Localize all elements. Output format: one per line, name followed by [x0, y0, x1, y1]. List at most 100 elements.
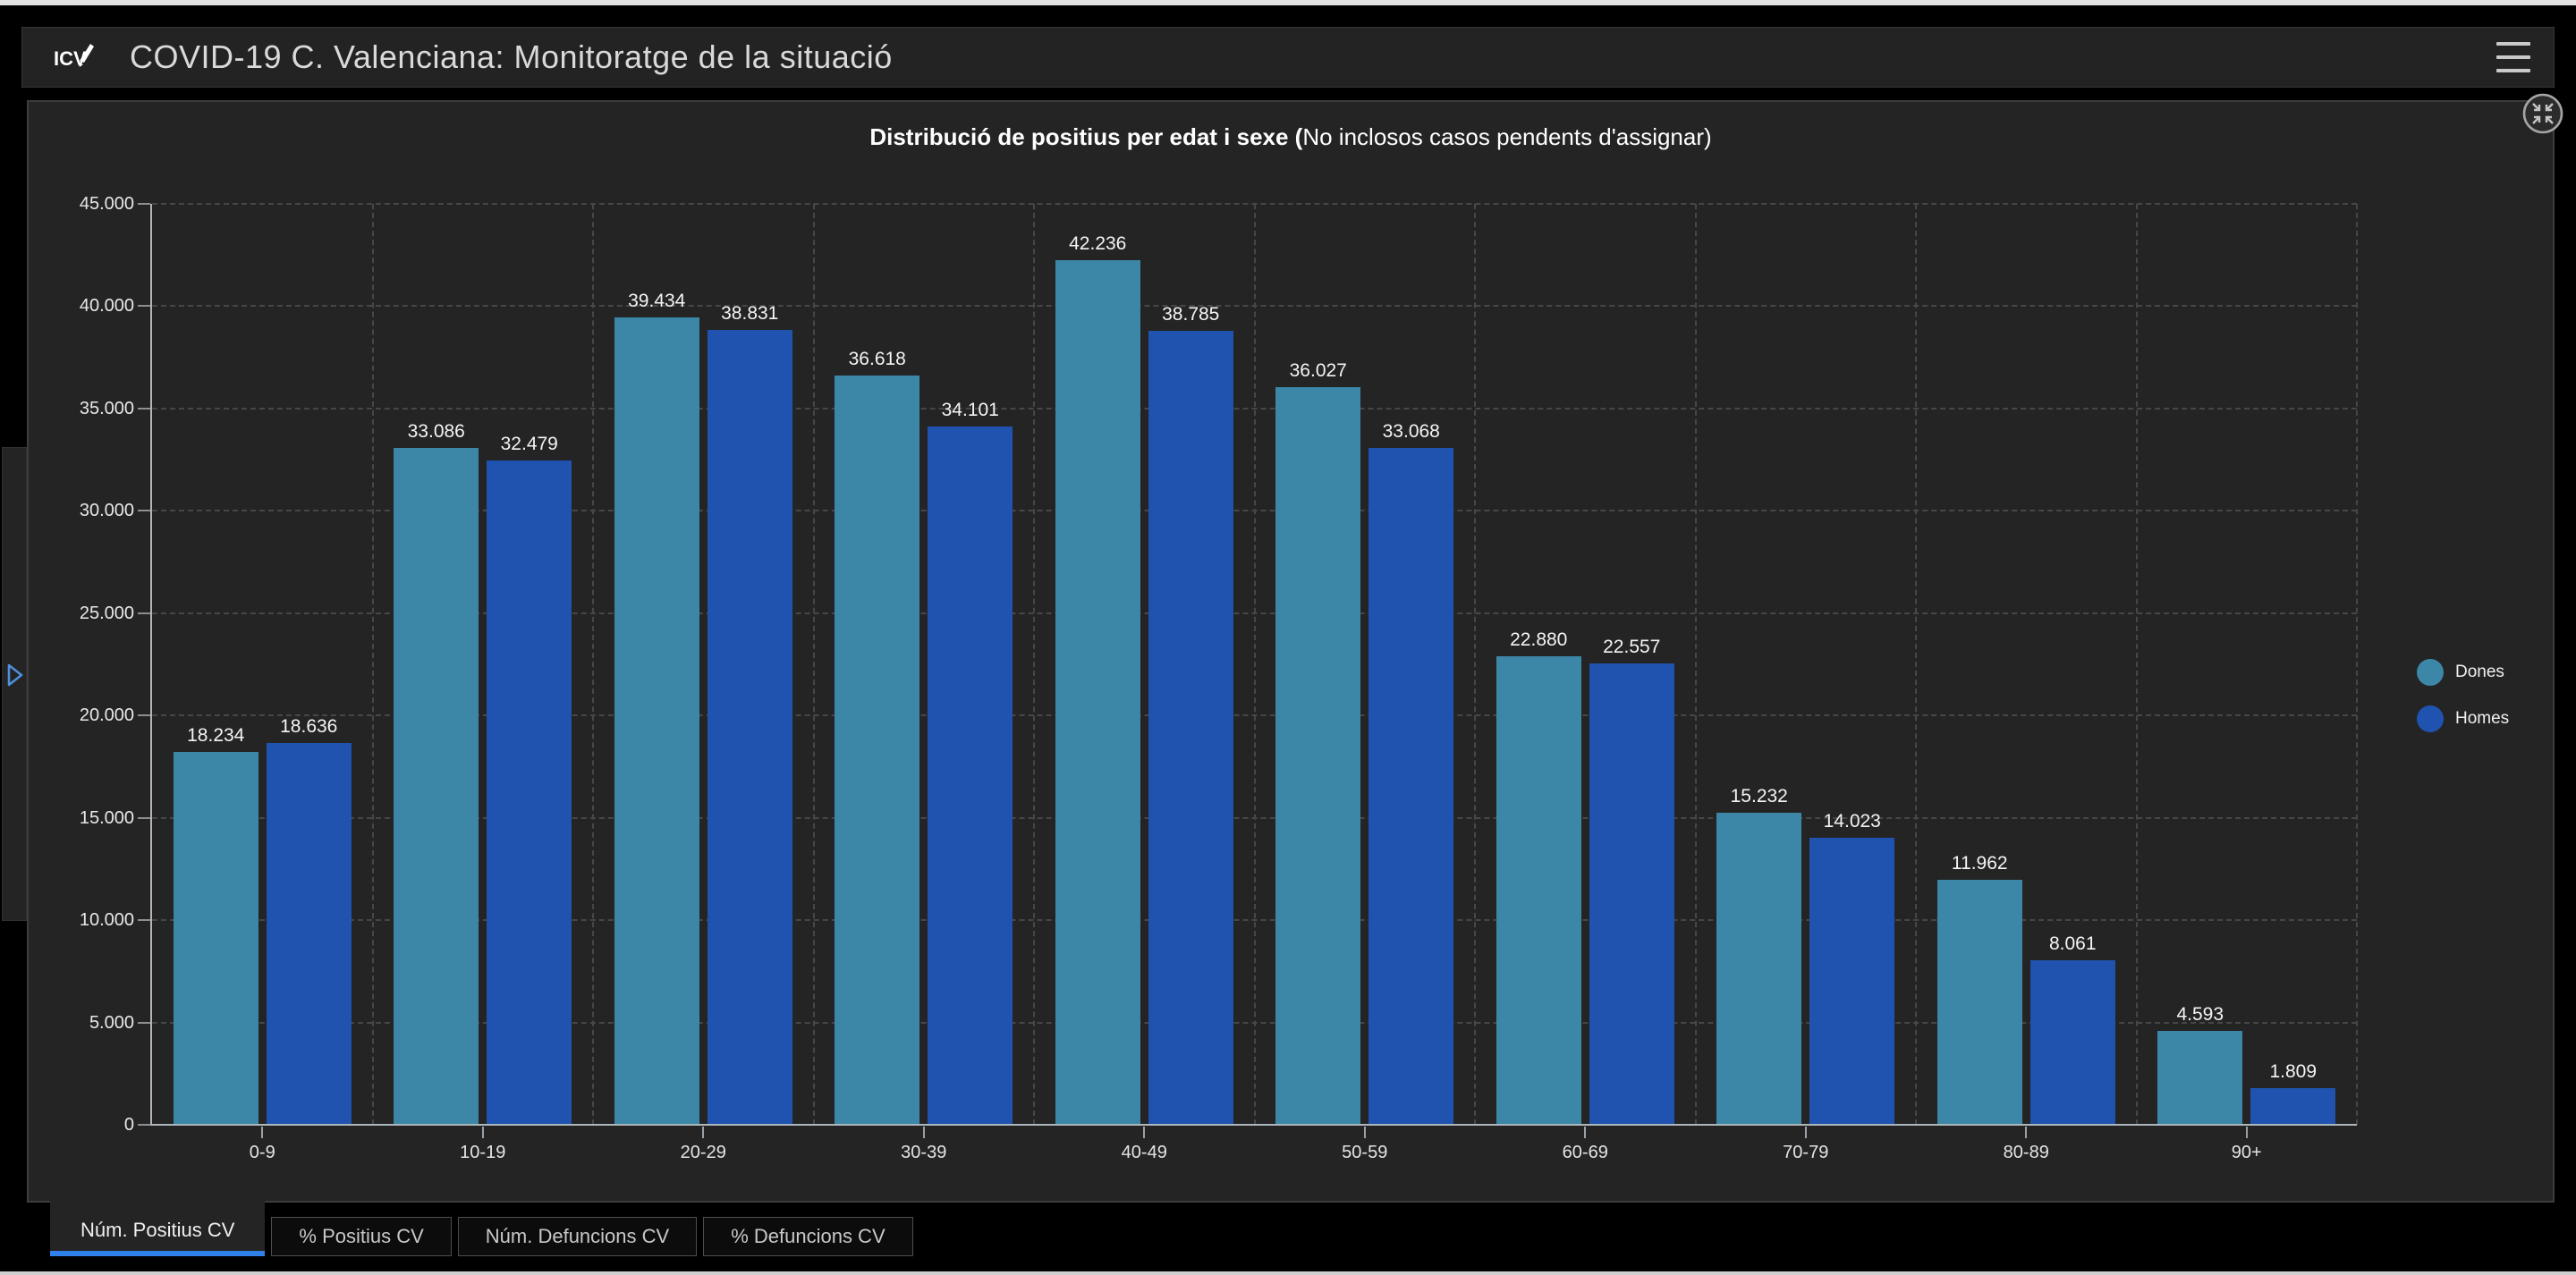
x-axis-tick [702, 1127, 705, 1138]
category-group-40-49: 42.236 38.785 40-49 [1034, 204, 1255, 1162]
tab-label: % Positius CV [299, 1225, 424, 1247]
category-group-90+: 4.593 1.809 90+ [2137, 204, 2358, 1162]
bar-value-label: 39.434 [628, 291, 686, 312]
bar-value-label: 22.557 [1603, 636, 1661, 657]
y-axis-tick [138, 816, 150, 819]
window-top-edge [0, 0, 2576, 5]
x-axis-label: 0-9 [249, 1143, 275, 1162]
category-group-50-59: 36.027 33.068 50-59 [1255, 204, 1476, 1162]
x-axis-label: 80-89 [2003, 1143, 2049, 1162]
bar-homes-30-39[interactable] [928, 426, 1013, 1125]
bar-dones-60-69[interactable] [1496, 656, 1581, 1125]
y-axis-label: 25.000 [79, 603, 134, 623]
bar-homes-80-89[interactable] [2029, 959, 2115, 1125]
category-group-30-39: 36.618 34.101 30-39 [814, 204, 1035, 1162]
v-gridline [2356, 204, 2358, 1125]
tab-n-m-positius-cv[interactable]: Núm. Positius CV [50, 1201, 266, 1256]
expand-panel-arrow-icon[interactable] [5, 663, 25, 692]
legend-item-dones: Dones [2417, 659, 2509, 686]
tab-label: % Defuncions CV [731, 1225, 886, 1247]
bar-value-label: 11.962 [1951, 853, 2008, 874]
barwrap: 36.027 [1275, 204, 1361, 1125]
x-axis-tick [261, 1127, 264, 1138]
bar-dones-30-39[interactable] [835, 375, 920, 1125]
bar-value-label: 18.636 [280, 716, 338, 738]
icv-logo-icon: ICV [53, 39, 97, 75]
barwrap: 22.880 [1496, 204, 1581, 1125]
chart-title-main: Distribució de positius per edat i sexe … [869, 123, 1303, 150]
x-axis-tick [1584, 1127, 1587, 1138]
tab-n-m-defuncions-cv[interactable]: Núm. Defuncions CV [457, 1217, 698, 1256]
bar-dones-40-49[interactable] [1055, 260, 1140, 1125]
barwrap: 14.023 [1809, 204, 1895, 1125]
bar-dones-0-9[interactable] [173, 751, 258, 1125]
bar-homes-10-19[interactable] [487, 460, 572, 1125]
bar-homes-0-9[interactable] [266, 743, 352, 1125]
v-gridline [1253, 204, 1256, 1125]
category-group-70-79: 15.232 14.023 70-79 [1696, 204, 1917, 1162]
x-axis-tick [1143, 1127, 1146, 1138]
bar-dones-80-89[interactable] [1936, 880, 2022, 1125]
barwrap: 39.434 [614, 204, 699, 1125]
category-layer: 18.234 18.636 0-9 33.086 32.479 10-19 39.434 38… [152, 204, 2358, 1162]
x-axis-label: 70-79 [1783, 1143, 1829, 1162]
y-axis-label: 40.000 [79, 296, 134, 317]
barwrap: 11.962 [1936, 204, 2022, 1125]
tab--defuncions-cv[interactable]: % Defuncions CV [703, 1217, 913, 1256]
bar-dones-20-29[interactable] [614, 317, 699, 1125]
x-axis-tick [1363, 1127, 1366, 1138]
bar-homes-90+[interactable] [2250, 1087, 2336, 1125]
bar-homes-20-29[interactable] [707, 330, 792, 1125]
bar-dones-90+[interactable] [2157, 1030, 2243, 1125]
collapse-widget-button[interactable] [2521, 91, 2565, 136]
x-axis-label: 20-29 [680, 1143, 726, 1162]
window-bottom-edge [0, 1271, 2576, 1275]
barwrap: 18.234 [173, 204, 258, 1125]
y-axis-tick [138, 510, 150, 512]
bar-dones-50-59[interactable] [1275, 387, 1361, 1125]
bar-value-label: 38.831 [721, 303, 779, 325]
app-title: COVID-19 C. Valenciana: Monitoratge de l… [130, 38, 893, 75]
barwrap: 15.232 [1716, 204, 1802, 1125]
bar-value-label: 14.023 [1823, 811, 1881, 832]
bar-value-label: 1.809 [2269, 1060, 2318, 1082]
bar-homes-40-49[interactable] [1148, 331, 1233, 1125]
v-gridline [1915, 204, 1917, 1125]
left-panel-collapsed[interactable] [2, 447, 27, 921]
v-gridline [1033, 204, 1035, 1125]
y-axis-label: 20.000 [79, 705, 134, 726]
category-group-60-69: 22.880 22.557 60-69 [1475, 204, 1696, 1162]
chart-title: Distribució de positius per edat i sexe … [29, 123, 2553, 151]
legend-label: Homes [2455, 709, 2510, 728]
bar-dones-10-19[interactable] [394, 447, 479, 1125]
y-axis-line [150, 204, 152, 1125]
x-axis-label: 40-49 [1121, 1143, 1167, 1162]
bar-homes-70-79[interactable] [1809, 838, 1895, 1125]
bar-value-label: 42.236 [1069, 233, 1127, 255]
barwrap: 32.479 [487, 204, 572, 1125]
category-group-20-29: 39.434 38.831 20-29 [593, 204, 814, 1162]
y-axis-tick [138, 612, 150, 614]
legend-item-homes: Homes [2417, 705, 2509, 732]
barwrap: 4.593 [2157, 204, 2243, 1125]
y-axis-label: 45.000 [79, 194, 134, 214]
y-axis-label: 35.000 [79, 398, 134, 418]
x-axis-tick [922, 1127, 925, 1138]
bar-chart-plot: 0 5.000 10.000 15.000 20.000 25.000 30.000 35.0… [80, 194, 2358, 1162]
chart-title-note: No inclosos casos pendents d'assignar) [1302, 123, 1712, 150]
x-axis-label: 90+ [2231, 1143, 2262, 1162]
bar-value-label: 4.593 [2176, 1003, 2224, 1025]
y-axis-label: 5.000 [89, 1012, 134, 1033]
bar-value-label: 33.086 [407, 420, 465, 442]
hamburger-menu-icon[interactable] [2496, 42, 2530, 72]
bar-homes-50-59[interactable] [1368, 448, 1454, 1125]
tab-label: Núm. Defuncions CV [485, 1225, 670, 1247]
bar-dones-70-79[interactable] [1716, 813, 1802, 1125]
v-gridline [1474, 204, 1476, 1125]
bar-homes-60-69[interactable] [1589, 663, 1674, 1125]
bar-value-label: 18.234 [187, 724, 245, 746]
tab--positius-cv[interactable]: % Positius CV [271, 1217, 452, 1256]
bar-value-label: 8.061 [2048, 933, 2097, 954]
y-axis-label: 30.000 [79, 501, 134, 521]
legend-label: Dones [2455, 663, 2504, 681]
